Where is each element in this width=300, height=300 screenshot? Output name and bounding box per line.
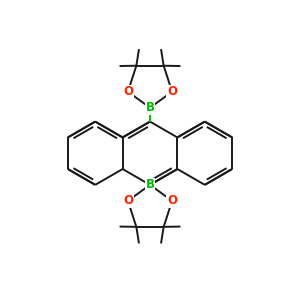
Text: O: O <box>123 85 133 98</box>
Text: O: O <box>167 85 177 98</box>
Text: O: O <box>167 194 177 207</box>
Text: B: B <box>146 101 154 114</box>
Text: B: B <box>146 178 154 191</box>
Text: O: O <box>123 194 133 207</box>
